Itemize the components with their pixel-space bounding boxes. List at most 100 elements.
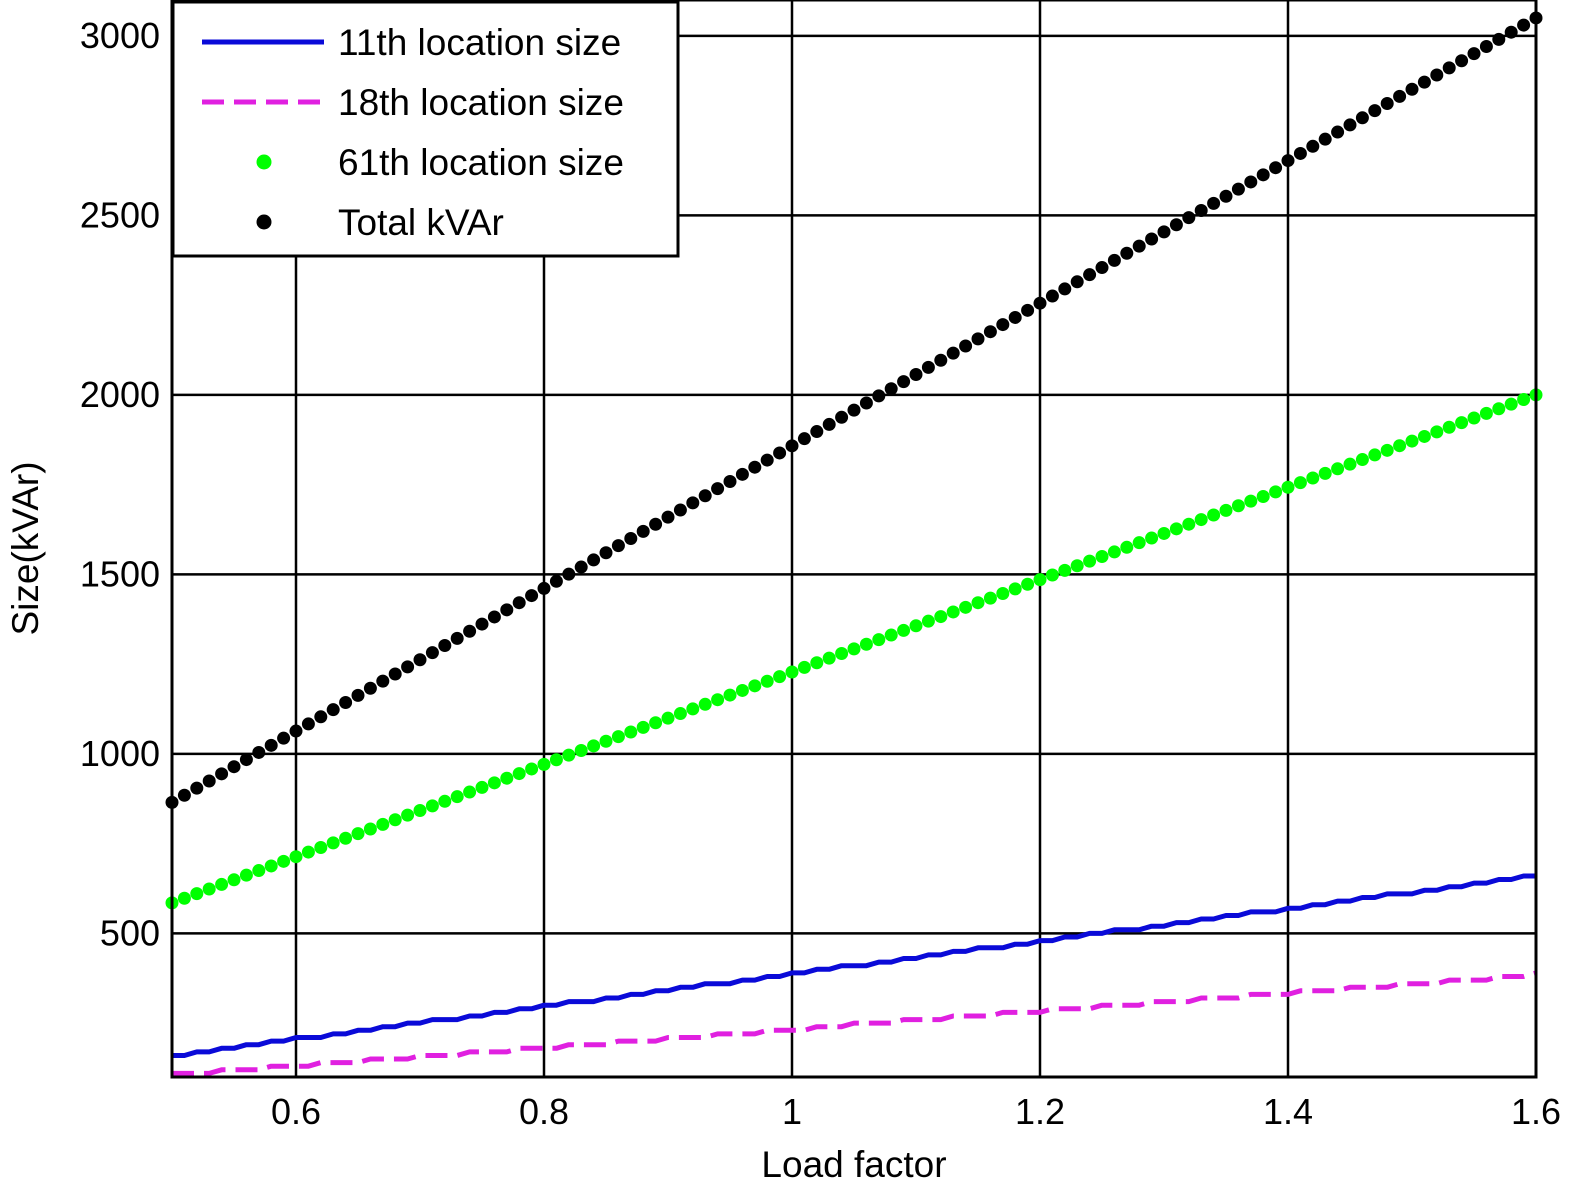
legend-label: 18th location size [338, 82, 624, 123]
data-point [413, 653, 427, 667]
x-axis-label: Load factor [761, 1144, 946, 1185]
data-point [686, 702, 700, 716]
data-point [1194, 513, 1208, 527]
data-point [1455, 416, 1469, 430]
legend-label: Total kVAr [338, 202, 504, 243]
data-point [822, 651, 836, 665]
data-point [1355, 453, 1369, 467]
data-point [1306, 139, 1320, 153]
y-tick-label: 1500 [80, 553, 160, 594]
data-point [252, 864, 266, 878]
legend-item: Total kVAr [256, 202, 504, 243]
data-point [1058, 563, 1072, 577]
data-point [413, 804, 427, 818]
series-18th-location-size [172, 970, 1537, 1076]
data-point [1070, 559, 1084, 573]
data-point [884, 628, 898, 642]
data-point [959, 600, 973, 614]
series-total-kvar [165, 11, 1543, 809]
data-point [277, 854, 291, 868]
legend-marker [256, 214, 272, 230]
data-point [661, 510, 675, 524]
data-point [1492, 32, 1506, 46]
data-point [1132, 239, 1146, 253]
data-point [611, 539, 625, 553]
data-point [574, 560, 588, 574]
data-point [1120, 540, 1134, 554]
data-point [810, 425, 824, 439]
data-point [1231, 182, 1245, 196]
data-point [1417, 429, 1431, 443]
data-point [1517, 18, 1531, 32]
data-point [1331, 462, 1345, 476]
data-point [202, 774, 216, 788]
data-point [847, 403, 861, 417]
data-point [1405, 82, 1419, 96]
data-point [562, 567, 576, 581]
data-point [1070, 275, 1084, 289]
data-point [227, 760, 241, 774]
data-point [202, 882, 216, 896]
x-tick-label: 0.8 [519, 1091, 569, 1132]
data-point [314, 840, 328, 854]
data-point [1231, 499, 1245, 513]
data-point [463, 624, 477, 638]
data-point [1008, 582, 1022, 596]
data-point [1306, 471, 1320, 485]
y-tick-label: 2500 [80, 194, 160, 235]
data-point [227, 873, 241, 887]
data-point [1430, 425, 1444, 439]
data-point [649, 716, 663, 730]
data-point [698, 489, 712, 503]
data-point [934, 353, 948, 367]
data-point [239, 868, 253, 882]
data-point [946, 605, 960, 619]
data-point [897, 623, 911, 637]
y-axis-label: Size(kVAr) [5, 461, 46, 635]
data-point [996, 586, 1010, 600]
data-point [748, 679, 762, 693]
data-point [1269, 161, 1283, 175]
data-point [525, 589, 539, 603]
data-point [1083, 554, 1097, 568]
data-point [1380, 443, 1394, 457]
data-point [450, 631, 464, 645]
data-point [1504, 25, 1518, 39]
data-point [711, 482, 725, 496]
data-point [1318, 466, 1332, 480]
legend-label: 11th location size [338, 22, 621, 63]
data-point [946, 346, 960, 360]
data-point [983, 591, 997, 605]
data-point [1455, 54, 1469, 68]
data-point [487, 776, 501, 790]
data-point [1107, 253, 1121, 267]
data-point [1442, 61, 1456, 75]
data-point [264, 738, 278, 752]
legend: 11th location size 18th location size 61th… [171, 0, 680, 258]
data-point [624, 532, 638, 546]
data-point [587, 739, 601, 753]
data-point [872, 633, 886, 647]
data-point [797, 660, 811, 674]
data-point [264, 859, 278, 873]
series-11th-location-size [172, 873, 1536, 1058]
data-point [1256, 489, 1270, 503]
data-point [326, 836, 340, 850]
data-point [339, 831, 353, 845]
data-point [363, 822, 377, 836]
data-point [1405, 434, 1419, 448]
data-point [487, 610, 501, 624]
data-point [909, 368, 923, 382]
data-point [1008, 310, 1022, 324]
data-point [785, 665, 799, 679]
data-point [748, 460, 762, 474]
data-point [190, 781, 204, 795]
data-point [1021, 577, 1035, 591]
data-point [698, 697, 712, 711]
y-tick-label: 3000 [80, 15, 160, 56]
data-point [1442, 420, 1456, 434]
data-point [326, 703, 340, 717]
data-point [549, 574, 563, 588]
data-point [1095, 261, 1109, 275]
